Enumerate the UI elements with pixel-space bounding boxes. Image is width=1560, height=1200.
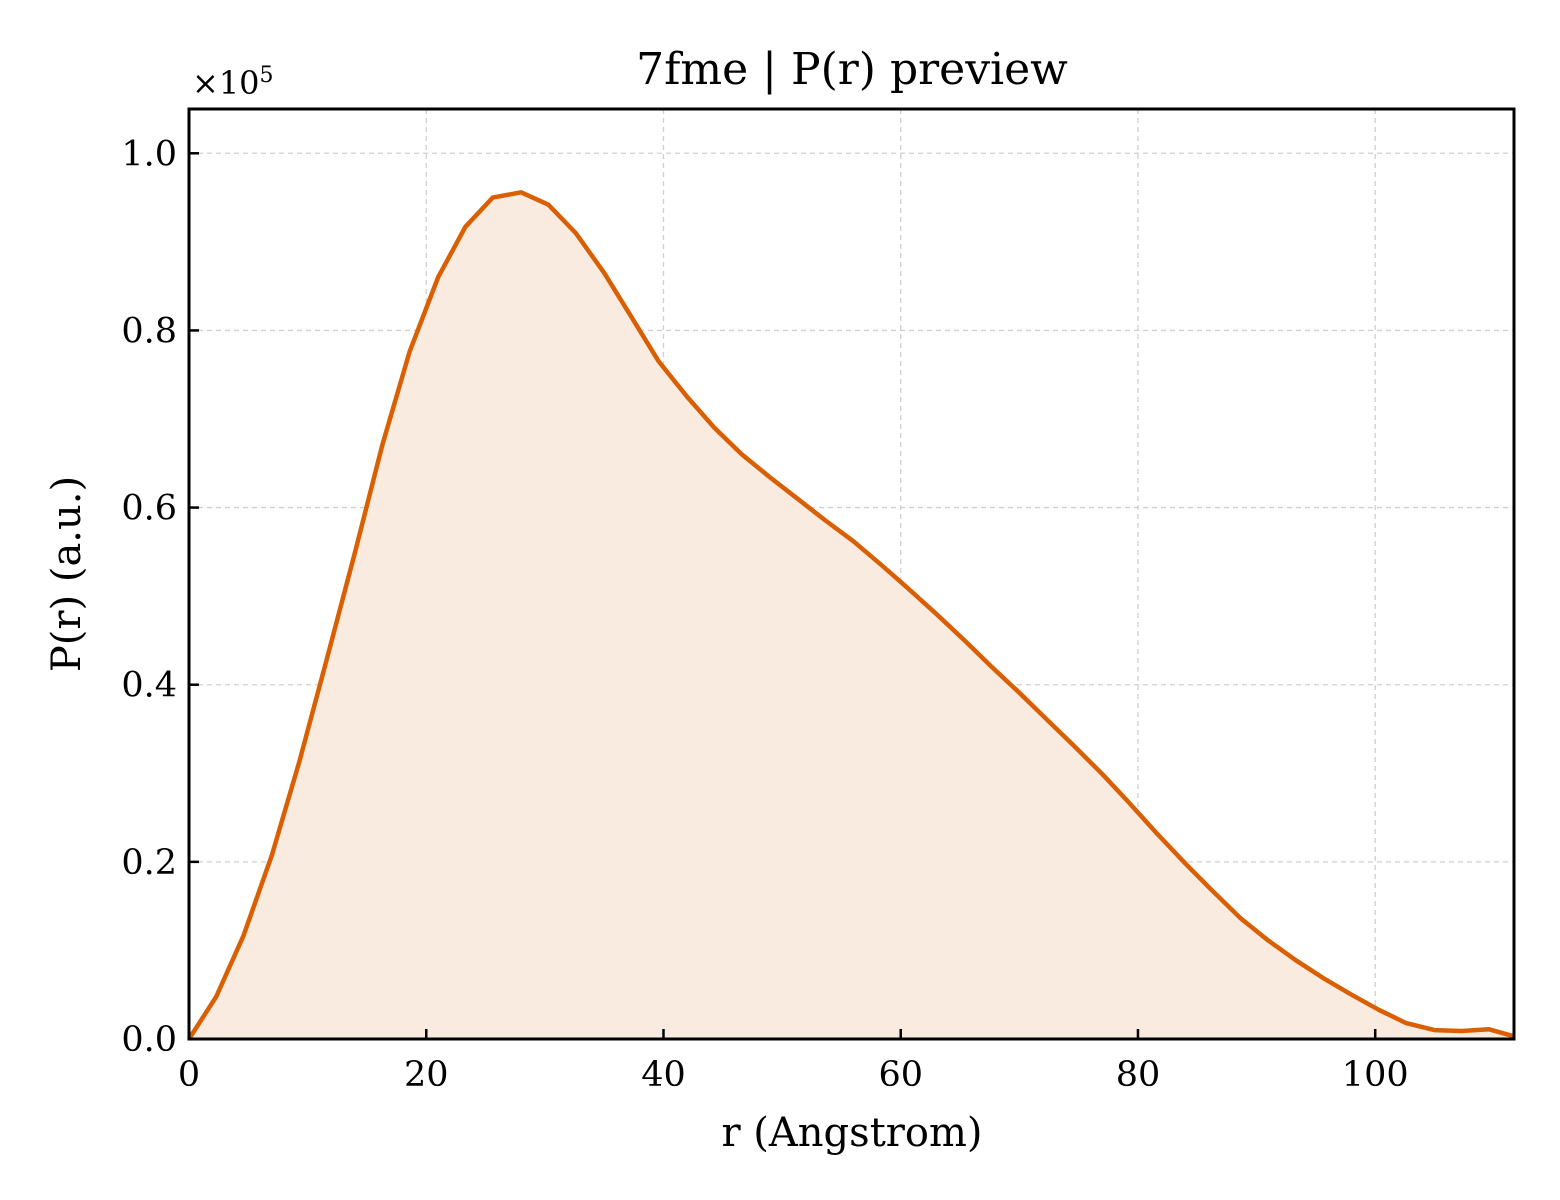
y-axis-label: P(r) (a.u.) bbox=[44, 476, 90, 672]
x-axis-label: r (Angstrom) bbox=[721, 1110, 982, 1156]
y-tick-label: 0.0 bbox=[121, 1020, 177, 1060]
x-tick-label: 80 bbox=[1116, 1055, 1161, 1095]
plot-frame bbox=[187, 107, 1516, 1041]
y-offset-exponent: 5 bbox=[260, 63, 274, 88]
area-fill bbox=[189, 192, 1514, 1040]
series-line bbox=[187, 190, 1515, 1041]
chart-title: 7fme | P(r) preview bbox=[636, 44, 1068, 95]
x-tick-label: 60 bbox=[878, 1055, 923, 1095]
y-tick-label: 0.2 bbox=[121, 843, 177, 883]
y-tick-label: 0.4 bbox=[121, 666, 177, 706]
x-tick-label: 20 bbox=[404, 1055, 449, 1095]
y-tick-label: 0.6 bbox=[121, 489, 177, 529]
y-offset-label: ×105 bbox=[192, 63, 274, 102]
x-tick-label: 0 bbox=[178, 1055, 200, 1095]
axis-ticks: 0 20 40 60 80 100 0.0 0.2 0.4 0.6 0.8 1.0 bbox=[121, 134, 1408, 1095]
x-tick-label: 100 bbox=[1342, 1055, 1409, 1095]
x-tick-label: 40 bbox=[641, 1055, 686, 1095]
y-tick-label: 1.0 bbox=[121, 134, 177, 174]
y-tick-label: 0.8 bbox=[121, 311, 177, 351]
